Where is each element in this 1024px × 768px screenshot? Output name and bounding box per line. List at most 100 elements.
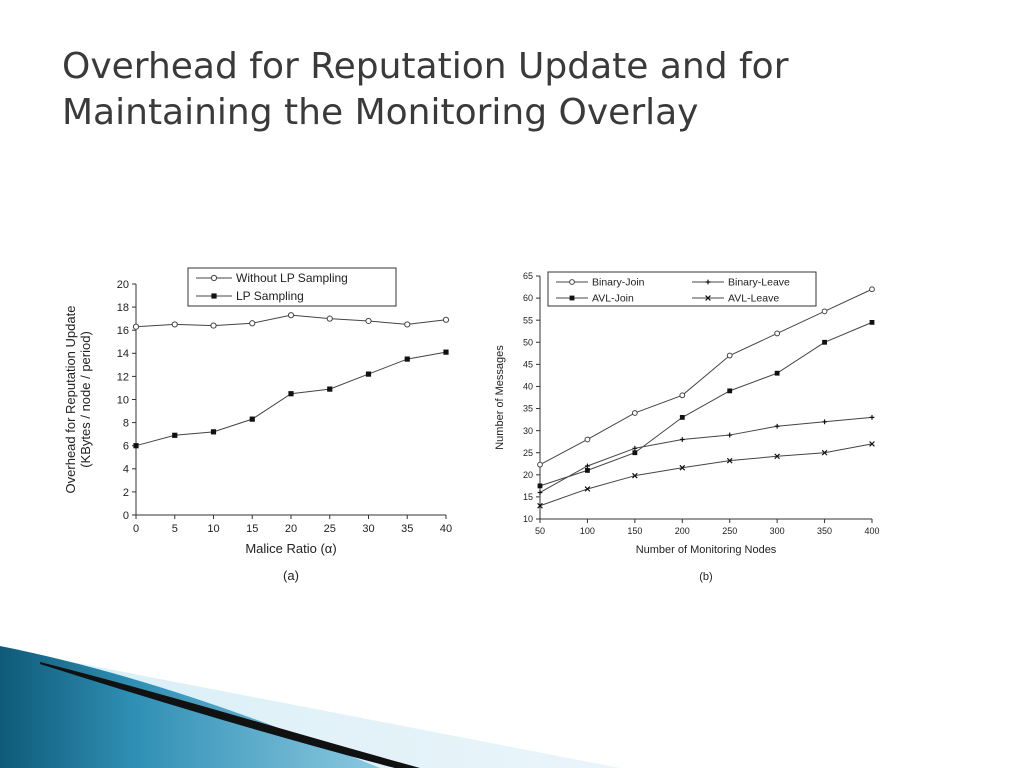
data-point xyxy=(287,312,295,319)
legend-label: AVL-Leave xyxy=(728,293,779,305)
data-point xyxy=(326,315,333,322)
series-line-2 xyxy=(135,351,447,447)
data-point xyxy=(249,320,256,327)
legend-marker xyxy=(569,295,575,301)
data-point xyxy=(632,450,638,456)
data-point xyxy=(821,308,828,315)
data-point xyxy=(869,286,875,293)
data-point xyxy=(365,371,372,377)
y-axis-label-line-2: (KBytes / node / period) xyxy=(78,331,93,468)
data-point xyxy=(869,414,875,420)
data-point xyxy=(822,339,827,345)
data-point xyxy=(171,321,178,328)
data-point xyxy=(172,432,178,438)
y-tick-label: 25 xyxy=(523,448,533,458)
y-axis-label: Number of Messages xyxy=(494,345,506,450)
x-tick-label: 5 xyxy=(172,523,178,535)
data-point xyxy=(210,429,217,435)
y-tick-label: 18 xyxy=(117,302,129,314)
data-point xyxy=(404,356,410,362)
x-tick-label: 15 xyxy=(246,523,258,535)
data-point xyxy=(679,414,685,420)
legend-label: Without LP Sampling xyxy=(236,271,348,285)
data-point xyxy=(404,321,411,328)
y-tick-label: 20 xyxy=(523,470,533,480)
x-tick-label: 150 xyxy=(627,526,642,536)
series-line-1 xyxy=(539,288,873,466)
data-point xyxy=(365,317,372,325)
data-point xyxy=(210,322,217,329)
legend-marker xyxy=(211,293,217,299)
data-point xyxy=(774,453,780,460)
legend-label: Binary-Join xyxy=(592,277,645,289)
data-point xyxy=(585,463,590,469)
data-point xyxy=(869,441,875,447)
chart-monitoring-messages: 10 15 20 25 30 35 40 45 50 55 60 65 50 100 150 200 250 30… xyxy=(494,271,880,583)
data-point xyxy=(727,432,733,438)
chart-caption: (b) xyxy=(699,571,712,583)
legend-marker xyxy=(705,295,711,301)
y-tick-label: 12 xyxy=(117,371,129,383)
y-tick-label: 40 xyxy=(523,382,533,392)
series-line-2 xyxy=(539,416,873,493)
x-tick-label: 25 xyxy=(324,523,336,535)
data-point xyxy=(631,410,638,416)
data-point xyxy=(443,349,449,355)
x-tick-label: 400 xyxy=(864,526,879,536)
y-tick-label: 45 xyxy=(523,360,533,370)
slide-title-line-1: Overhead for Reputation Update and for xyxy=(62,46,789,87)
x-tick-label: 350 xyxy=(817,526,832,536)
y-tick-label: 0 xyxy=(123,510,129,522)
data-point xyxy=(726,457,733,464)
data-point xyxy=(679,392,686,399)
data-point xyxy=(774,423,780,429)
y-tick-label: 65 xyxy=(523,271,533,281)
data-point xyxy=(537,502,543,509)
data-point xyxy=(249,416,255,422)
data-point xyxy=(132,323,140,330)
data-point xyxy=(869,319,875,325)
y-tick-label: 10 xyxy=(523,514,533,524)
legend-marker xyxy=(569,279,575,285)
data-point xyxy=(585,468,590,473)
x-axis-label: Number of Monitoring Nodes xyxy=(636,544,777,556)
data-point xyxy=(133,443,139,449)
x-tick-label: 10 xyxy=(207,523,219,535)
legend-label: Binary-Leave xyxy=(728,277,790,289)
y-tick-label: 30 xyxy=(523,426,533,436)
legend-marker xyxy=(705,279,711,285)
data-point xyxy=(821,449,828,456)
y-tick-label: 14 xyxy=(117,348,129,360)
swoosh-black-band xyxy=(40,662,420,768)
x-tick-label: 0 xyxy=(133,523,139,535)
data-point xyxy=(632,445,638,451)
x-tick-label: 100 xyxy=(580,526,595,536)
data-point xyxy=(537,490,543,495)
data-point xyxy=(727,388,733,394)
x-tick-label: 200 xyxy=(675,526,690,536)
slide-title: Overhead for Reputation Update and for M… xyxy=(62,44,962,136)
decorative-swoosh xyxy=(0,646,620,768)
x-tick-label: 30 xyxy=(362,523,374,535)
data-point xyxy=(537,461,543,468)
data-point xyxy=(679,437,685,442)
data-point xyxy=(774,370,780,376)
legend-box xyxy=(547,271,817,307)
y-tick-label: 2 xyxy=(123,487,129,499)
y-tick-label: 16 xyxy=(117,325,129,337)
y-tick-label: 15 xyxy=(523,492,533,502)
y-tick-label: 55 xyxy=(523,315,533,325)
y-tick-label: 10 xyxy=(117,394,129,406)
chart-reputation-overhead: 0 2 4 6 8 10 12 14 16 18 20 0 5 10 15 20 25 30 35 40 Malice … xyxy=(63,267,452,583)
y-tick-label: 6 xyxy=(123,441,129,453)
data-point xyxy=(822,419,827,425)
y-tick-label: 20 xyxy=(117,279,129,291)
axes xyxy=(536,275,873,523)
legend-label: LP Sampling xyxy=(236,289,304,303)
x-tick-label: 50 xyxy=(535,526,545,536)
chart-caption: (a) xyxy=(283,568,299,583)
axes xyxy=(132,283,447,519)
y-axis-label-line-1: Overhead for Reputation Update xyxy=(63,306,78,494)
y-tick-label: 4 xyxy=(123,464,129,476)
data-point xyxy=(288,391,294,397)
